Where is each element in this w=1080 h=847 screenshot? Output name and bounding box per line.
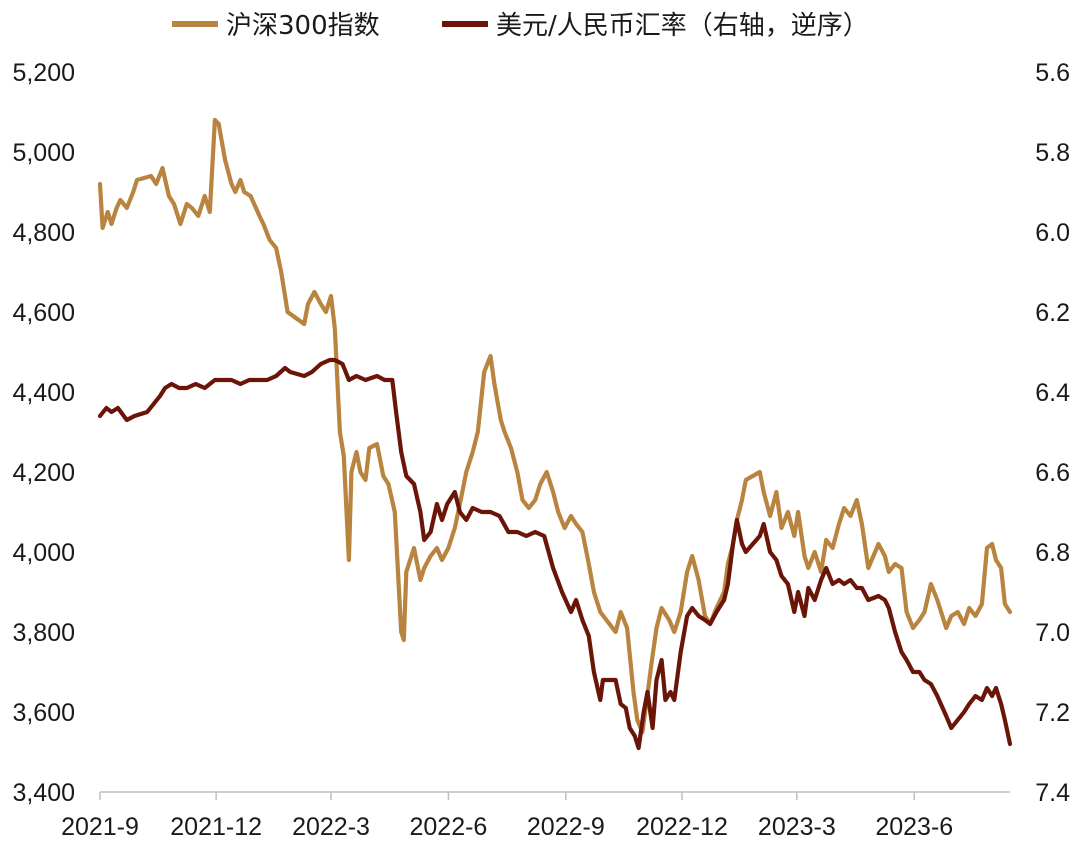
y-left-tick-label: 3,800	[12, 619, 75, 647]
y-right-tick-label: 5.8	[1035, 139, 1070, 167]
series-layer	[97, 117, 1013, 751]
y-right-tick-label: 6.8	[1035, 539, 1070, 567]
x-tick-label: 2022-9	[527, 813, 605, 841]
y-left-tick-label: 5,200	[12, 59, 75, 87]
x-axis: 2021-9 2021-12 2022-3 2022-6 2022-9 2022-12 20…	[61, 792, 953, 841]
legend-label-csi300: 沪深300指数	[226, 11, 380, 41]
legend: 沪深300指数 美元/人民币汇率（右轴，逆序）	[172, 11, 869, 41]
y-right-tick-label: 6.2	[1035, 299, 1070, 327]
y-right-tick-label: 6.6	[1035, 459, 1070, 487]
y-left-tick-label: 3,600	[12, 699, 75, 727]
x-tick-label: 2021-9	[61, 813, 139, 841]
y-left-tick-label: 4,400	[12, 379, 75, 407]
y-left-tick-label: 4,000	[12, 539, 75, 567]
x-tick-label: 2022-12	[636, 813, 728, 841]
y-left-tick-label: 3,400	[12, 779, 75, 807]
y-right-tick-label: 7.2	[1035, 699, 1070, 727]
y-right-tick-label: 6.0	[1035, 219, 1070, 247]
x-tick-label: 2022-3	[292, 813, 370, 841]
series-line-usdcny	[97, 357, 1013, 751]
x-tick-label: 2021-12	[170, 813, 262, 841]
x-tick-label: 2022-6	[409, 813, 487, 841]
x-tick-label: 2023-6	[875, 813, 953, 841]
y-left-tick-label: 5,000	[12, 139, 75, 167]
series-line-csi300	[97, 117, 1013, 735]
y-left-tick-label: 4,800	[12, 219, 75, 247]
legend-label-usdcny: 美元/人民币汇率（右轴，逆序）	[496, 11, 869, 41]
y-right-tick-label: 7.4	[1035, 779, 1070, 807]
y-right-tick-label: 5.6	[1035, 59, 1070, 87]
y-axis-left: 3,400 3,600 3,800 4,000 4,200 4,400 4,600 4,800…	[12, 59, 75, 807]
x-tick-label: 2023-3	[758, 813, 836, 841]
y-left-tick-label: 4,200	[12, 459, 75, 487]
y-axis-right: 5.6 5.8 6.0 6.2 6.4 6.6 6.8 7.0 7.2 7.4	[1035, 59, 1070, 807]
y-right-tick-label: 7.0	[1035, 619, 1070, 647]
y-right-tick-label: 6.4	[1035, 379, 1070, 407]
y-left-tick-label: 4,600	[12, 299, 75, 327]
